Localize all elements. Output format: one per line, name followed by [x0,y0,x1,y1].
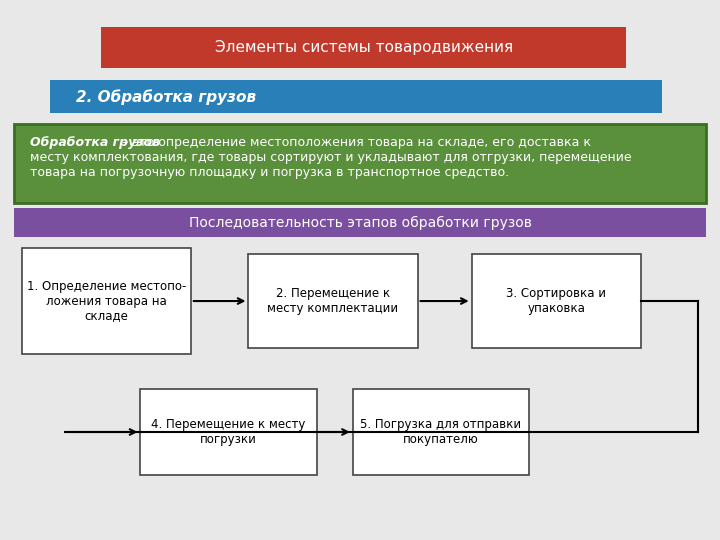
Text: – это определение местоположения товара на складе, его доставка к
месту комплект: – это определение местоположения товара … [30,136,632,179]
Text: Элементы системы товародвижения: Элементы системы товародвижения [215,40,513,55]
FancyBboxPatch shape [472,254,641,348]
FancyBboxPatch shape [353,389,529,475]
Text: 1. Определение местопо-
ложения товара на
складе: 1. Определение местопо- ложения товара н… [27,280,186,322]
Text: Последовательность этапов обработки грузов: Последовательность этапов обработки груз… [189,215,531,230]
FancyBboxPatch shape [14,124,706,202]
Text: 2. Перемещение к
месту комплектации: 2. Перемещение к месту комплектации [267,287,399,315]
FancyBboxPatch shape [101,27,626,68]
FancyBboxPatch shape [14,208,706,237]
Text: Обработка грузов: Обработка грузов [30,136,161,149]
FancyBboxPatch shape [50,80,662,113]
FancyBboxPatch shape [140,389,317,475]
FancyBboxPatch shape [248,254,418,348]
Text: 4. Перемещение к месту
погрузки: 4. Перемещение к месту погрузки [151,418,306,446]
Text: 5. Погрузка для отправки
покупателю: 5. Погрузка для отправки покупателю [361,418,521,446]
Text: 3. Сортировка и
упаковка: 3. Сортировка и упаковка [506,287,606,315]
Text: 2. Обработка грузов: 2. Обработка грузов [76,89,256,105]
FancyBboxPatch shape [22,248,191,354]
